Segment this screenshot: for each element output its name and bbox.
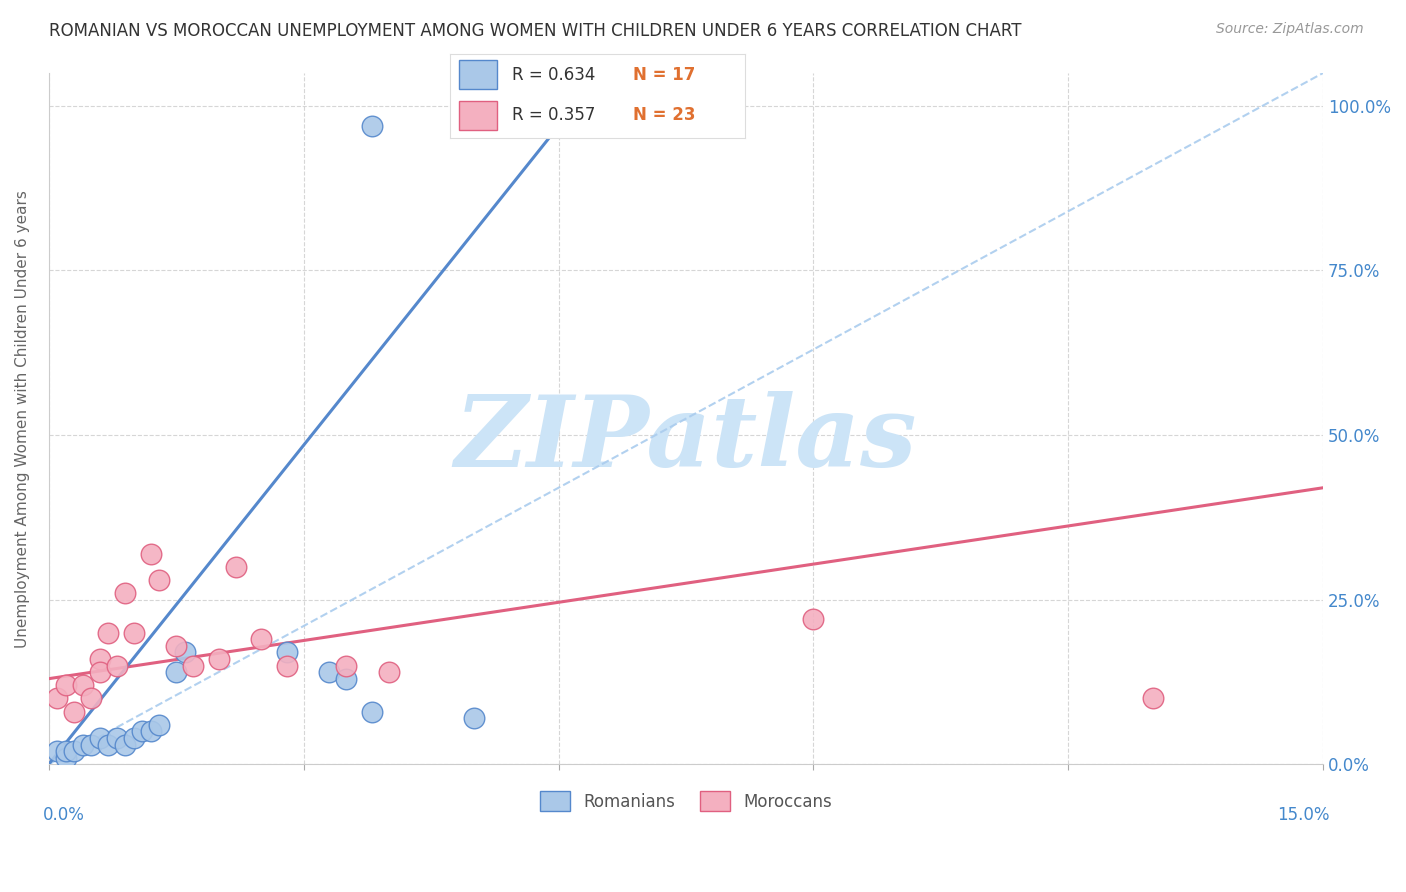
Point: [165, 665, 187, 679]
Text: N = 23: N = 23: [633, 106, 696, 124]
Point: [72, 678, 94, 692]
Point: [148, 573, 170, 587]
Point: [173, 645, 195, 659]
Point: [114, 586, 136, 600]
Point: [122, 625, 145, 640]
Point: [80, 691, 103, 706]
Text: 15.0%: 15.0%: [1277, 805, 1330, 823]
Point: [208, 652, 231, 666]
Point: [105, 658, 128, 673]
Point: [55, 744, 77, 758]
Point: [318, 665, 340, 679]
Text: ZIPatlas: ZIPatlas: [454, 391, 917, 488]
Point: [360, 705, 382, 719]
Point: [131, 724, 153, 739]
Point: [55, 678, 77, 692]
Point: [139, 724, 162, 739]
Point: [335, 658, 357, 673]
Point: [80, 738, 103, 752]
Point: [46, 691, 69, 706]
Point: [181, 658, 204, 673]
Point: [165, 639, 187, 653]
Point: [46, 744, 69, 758]
Point: [122, 731, 145, 745]
Point: [463, 711, 485, 725]
Point: [360, 119, 382, 133]
Point: [335, 672, 357, 686]
FancyBboxPatch shape: [458, 61, 498, 89]
Point: [72, 738, 94, 752]
Point: [377, 665, 399, 679]
Point: [250, 632, 273, 647]
Point: [276, 658, 298, 673]
Point: [148, 718, 170, 732]
Point: [97, 738, 120, 752]
Point: [803, 612, 825, 626]
Point: [55, 750, 77, 764]
Point: [89, 731, 111, 745]
Text: 0.0%: 0.0%: [42, 805, 84, 823]
Point: [105, 731, 128, 745]
Point: [114, 738, 136, 752]
Text: R = 0.357: R = 0.357: [512, 106, 595, 124]
Point: [225, 559, 247, 574]
Point: [63, 705, 86, 719]
Text: ROMANIAN VS MOROCCAN UNEMPLOYMENT AMONG WOMEN WITH CHILDREN UNDER 6 YEARS CORREL: ROMANIAN VS MOROCCAN UNEMPLOYMENT AMONG …: [49, 22, 1022, 40]
Point: [1142, 691, 1164, 706]
Text: R = 0.634: R = 0.634: [512, 66, 595, 84]
FancyBboxPatch shape: [458, 101, 498, 130]
Text: N = 17: N = 17: [633, 66, 696, 84]
Point: [139, 547, 162, 561]
Point: [63, 744, 86, 758]
Point: [97, 625, 120, 640]
Text: Source: ZipAtlas.com: Source: ZipAtlas.com: [1216, 22, 1364, 37]
Legend: Romanians, Moroccans: Romanians, Moroccans: [533, 784, 839, 818]
Y-axis label: Unemployment Among Women with Children Under 6 years: Unemployment Among Women with Children U…: [15, 190, 30, 648]
Point: [276, 645, 298, 659]
Point: [89, 652, 111, 666]
Point: [89, 665, 111, 679]
